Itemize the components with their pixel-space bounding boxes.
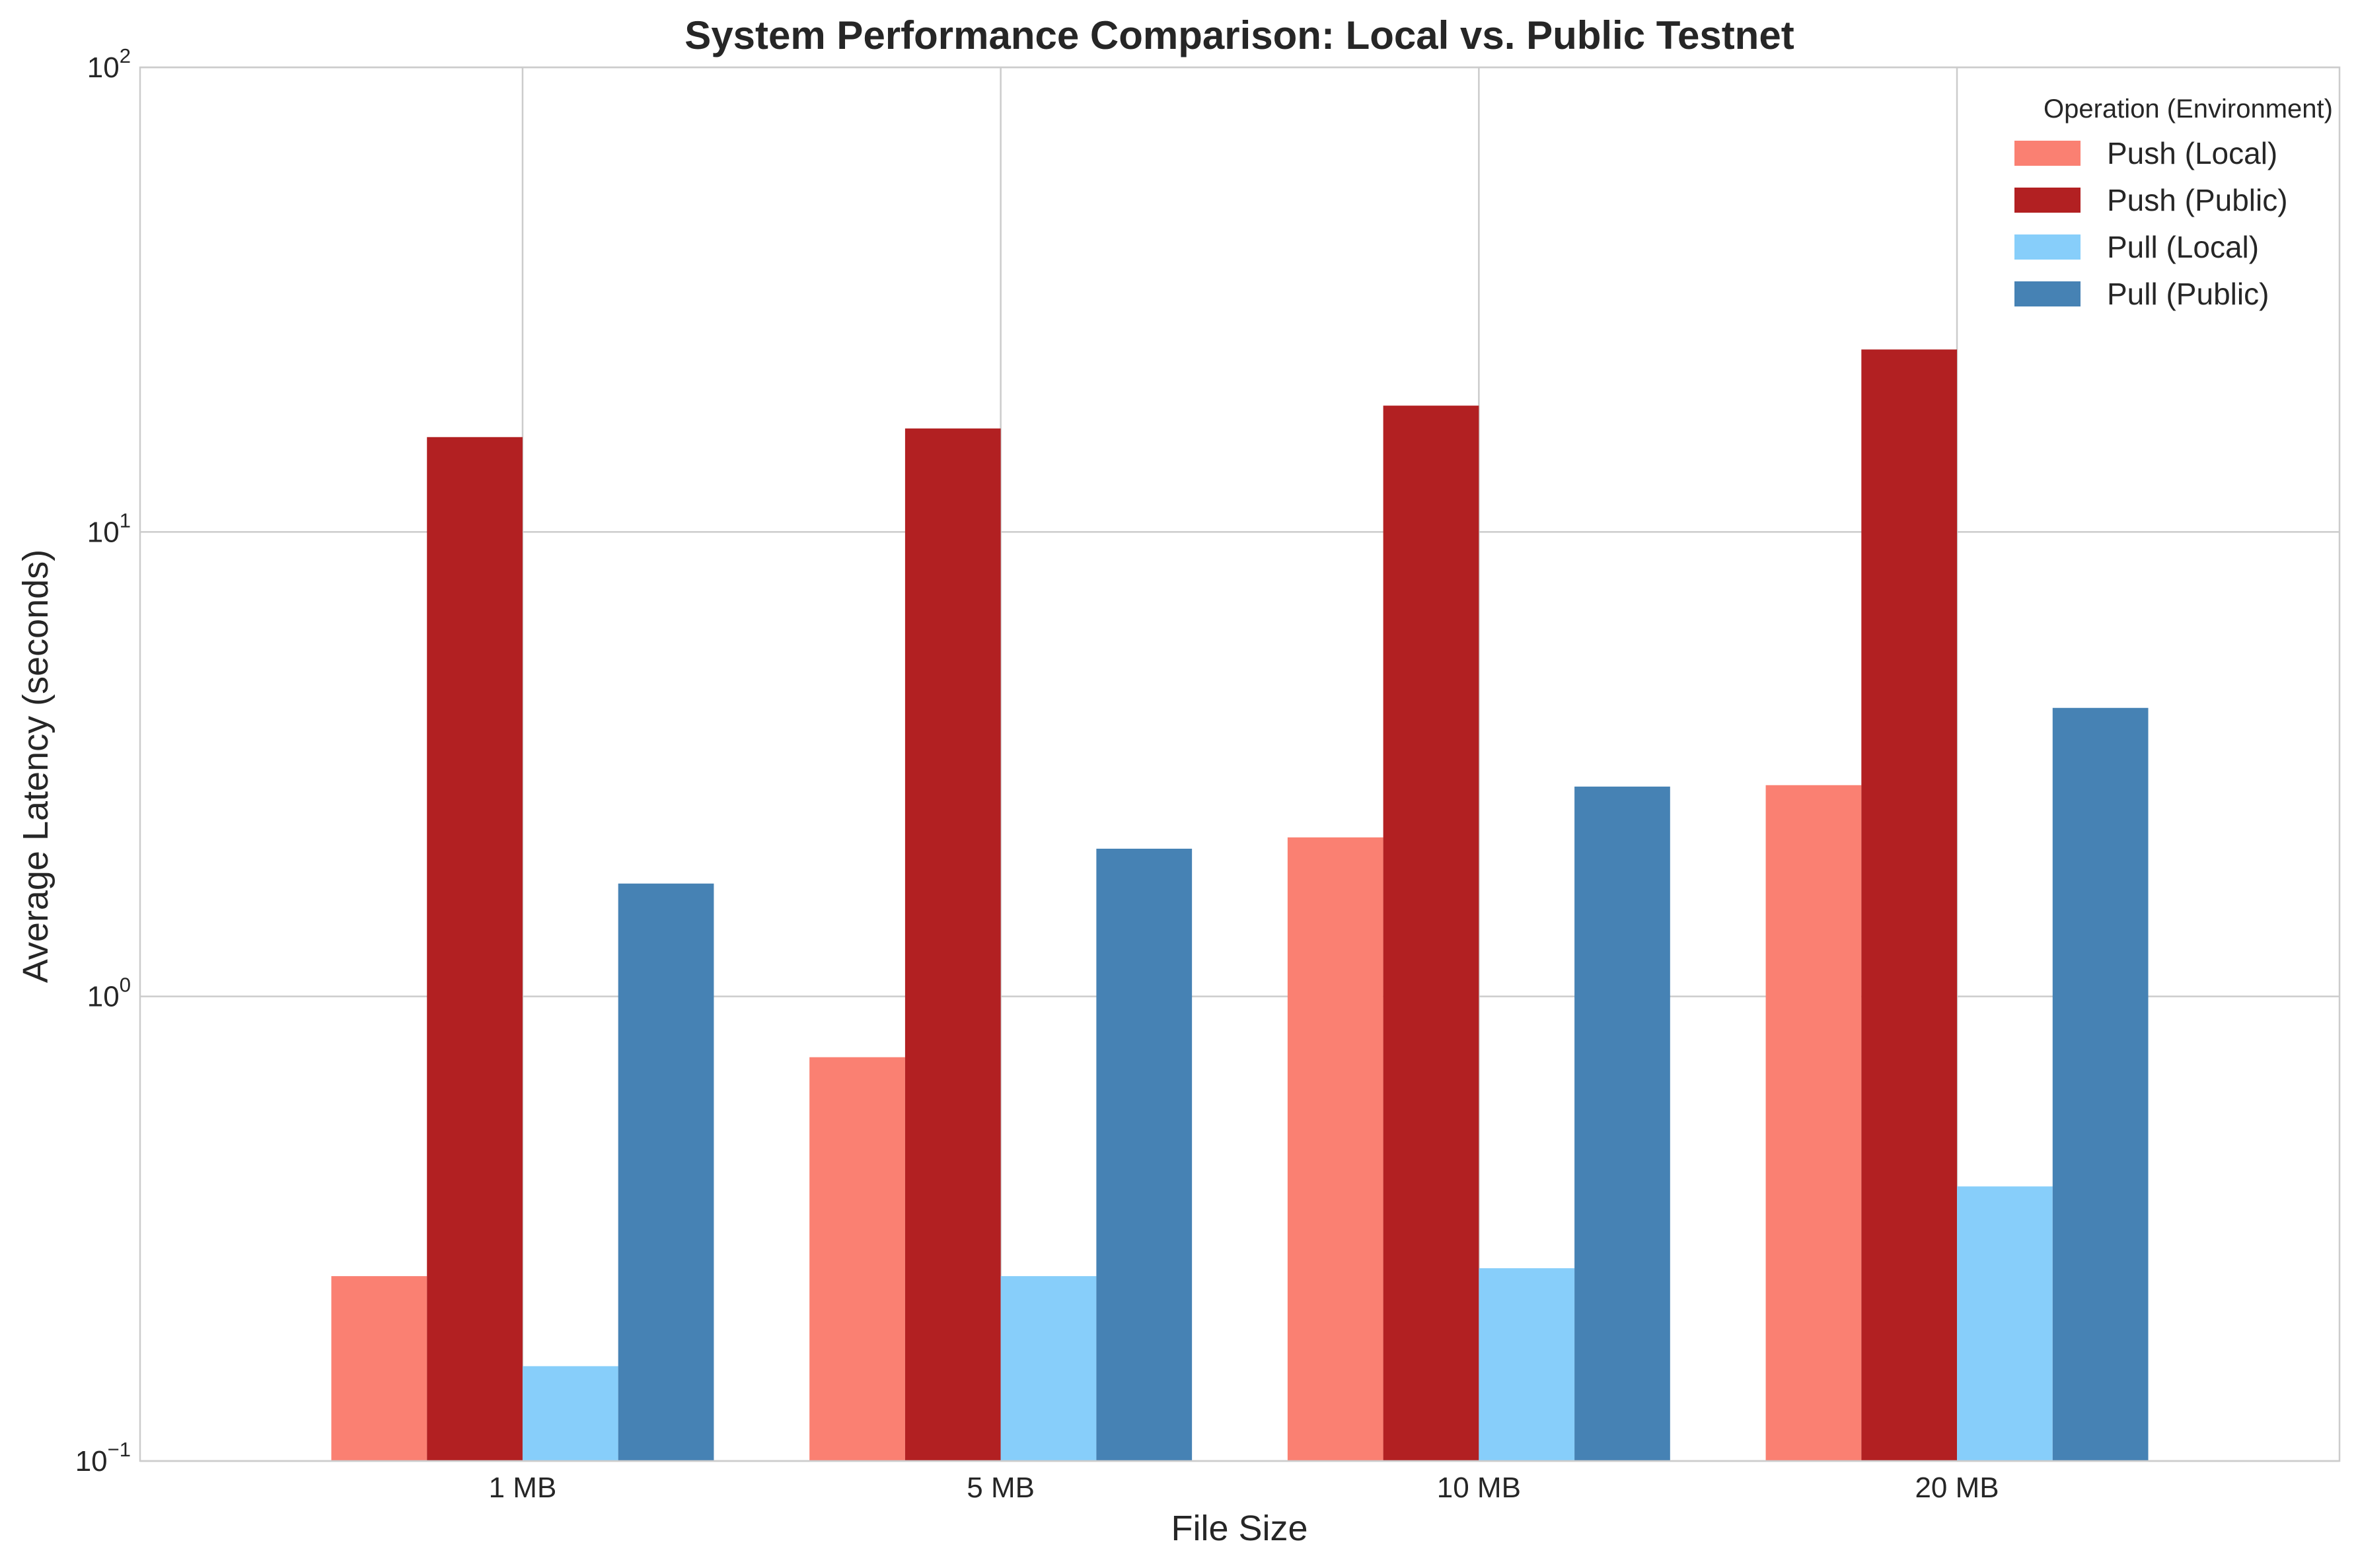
legend-swatch [2014, 188, 2081, 213]
bar [427, 437, 523, 1461]
bar [522, 1366, 618, 1461]
legend-swatch [2014, 281, 2081, 306]
x-tick-label: 20 MB [1915, 1472, 1999, 1504]
legend-label: Pull (Public) [2107, 277, 2269, 311]
bar [1861, 349, 1958, 1461]
legend-label: Push (Local) [2107, 136, 2277, 170]
bar [1765, 785, 1862, 1461]
legend-items: Push (Local) Push (Public) Pull (Local) Pul… [2014, 136, 2288, 311]
bar [331, 1276, 427, 1461]
bars [331, 349, 2149, 1461]
bar [1574, 786, 1670, 1461]
bar [904, 428, 1001, 1461]
bar [2052, 707, 2149, 1461]
legend-label: Push (Public) [2107, 183, 2288, 217]
bar [1383, 406, 1479, 1461]
y-axis-label: Average Latency (seconds) [16, 550, 55, 983]
y-tick-label: 101 [87, 509, 131, 548]
legend-title: Operation (Environment) [2044, 94, 2333, 124]
legend-swatch [2014, 234, 2081, 260]
bar [1000, 1276, 1097, 1461]
plot-frame [139, 66, 2341, 1462]
legend: Operation (Environment) Push (Local)Push… [2014, 94, 2333, 311]
y-tick-label: 102 [87, 44, 131, 84]
x-tick-label: 5 MB [967, 1472, 1035, 1504]
y-tick-label: 10−1 [75, 1438, 131, 1478]
bar [1287, 837, 1383, 1461]
bar [809, 1057, 905, 1461]
bar [1096, 848, 1193, 1461]
chart-title: System Performance Comparison: Local vs.… [684, 13, 1794, 57]
x-axis-label: File Size [1171, 1509, 1308, 1548]
legend-swatch [2014, 141, 2081, 166]
x-tick-label: 10 MB [1437, 1472, 1521, 1504]
bar [618, 883, 714, 1461]
y-tick-label: 100 [87, 974, 131, 1013]
x-tick-label: 1 MB [489, 1472, 557, 1504]
legend-label: Pull (Local) [2107, 230, 2259, 264]
bar [1479, 1268, 1575, 1461]
bar [1957, 1186, 2053, 1461]
tick-labels: 10−1 100 101 102 1 MB 5 MB 10 MB 20 MB [75, 44, 1999, 1504]
